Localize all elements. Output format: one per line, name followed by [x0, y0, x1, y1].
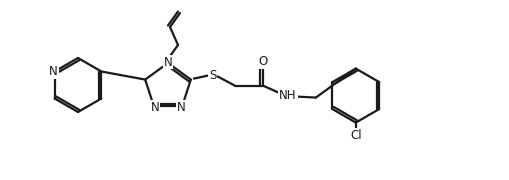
Text: N: N [49, 65, 58, 78]
Text: Cl: Cl [349, 129, 361, 142]
Text: N: N [177, 101, 185, 114]
Text: S: S [209, 69, 216, 82]
Text: N: N [150, 101, 159, 114]
Text: O: O [258, 55, 267, 68]
Text: NH: NH [278, 89, 296, 102]
Text: N: N [163, 55, 172, 69]
